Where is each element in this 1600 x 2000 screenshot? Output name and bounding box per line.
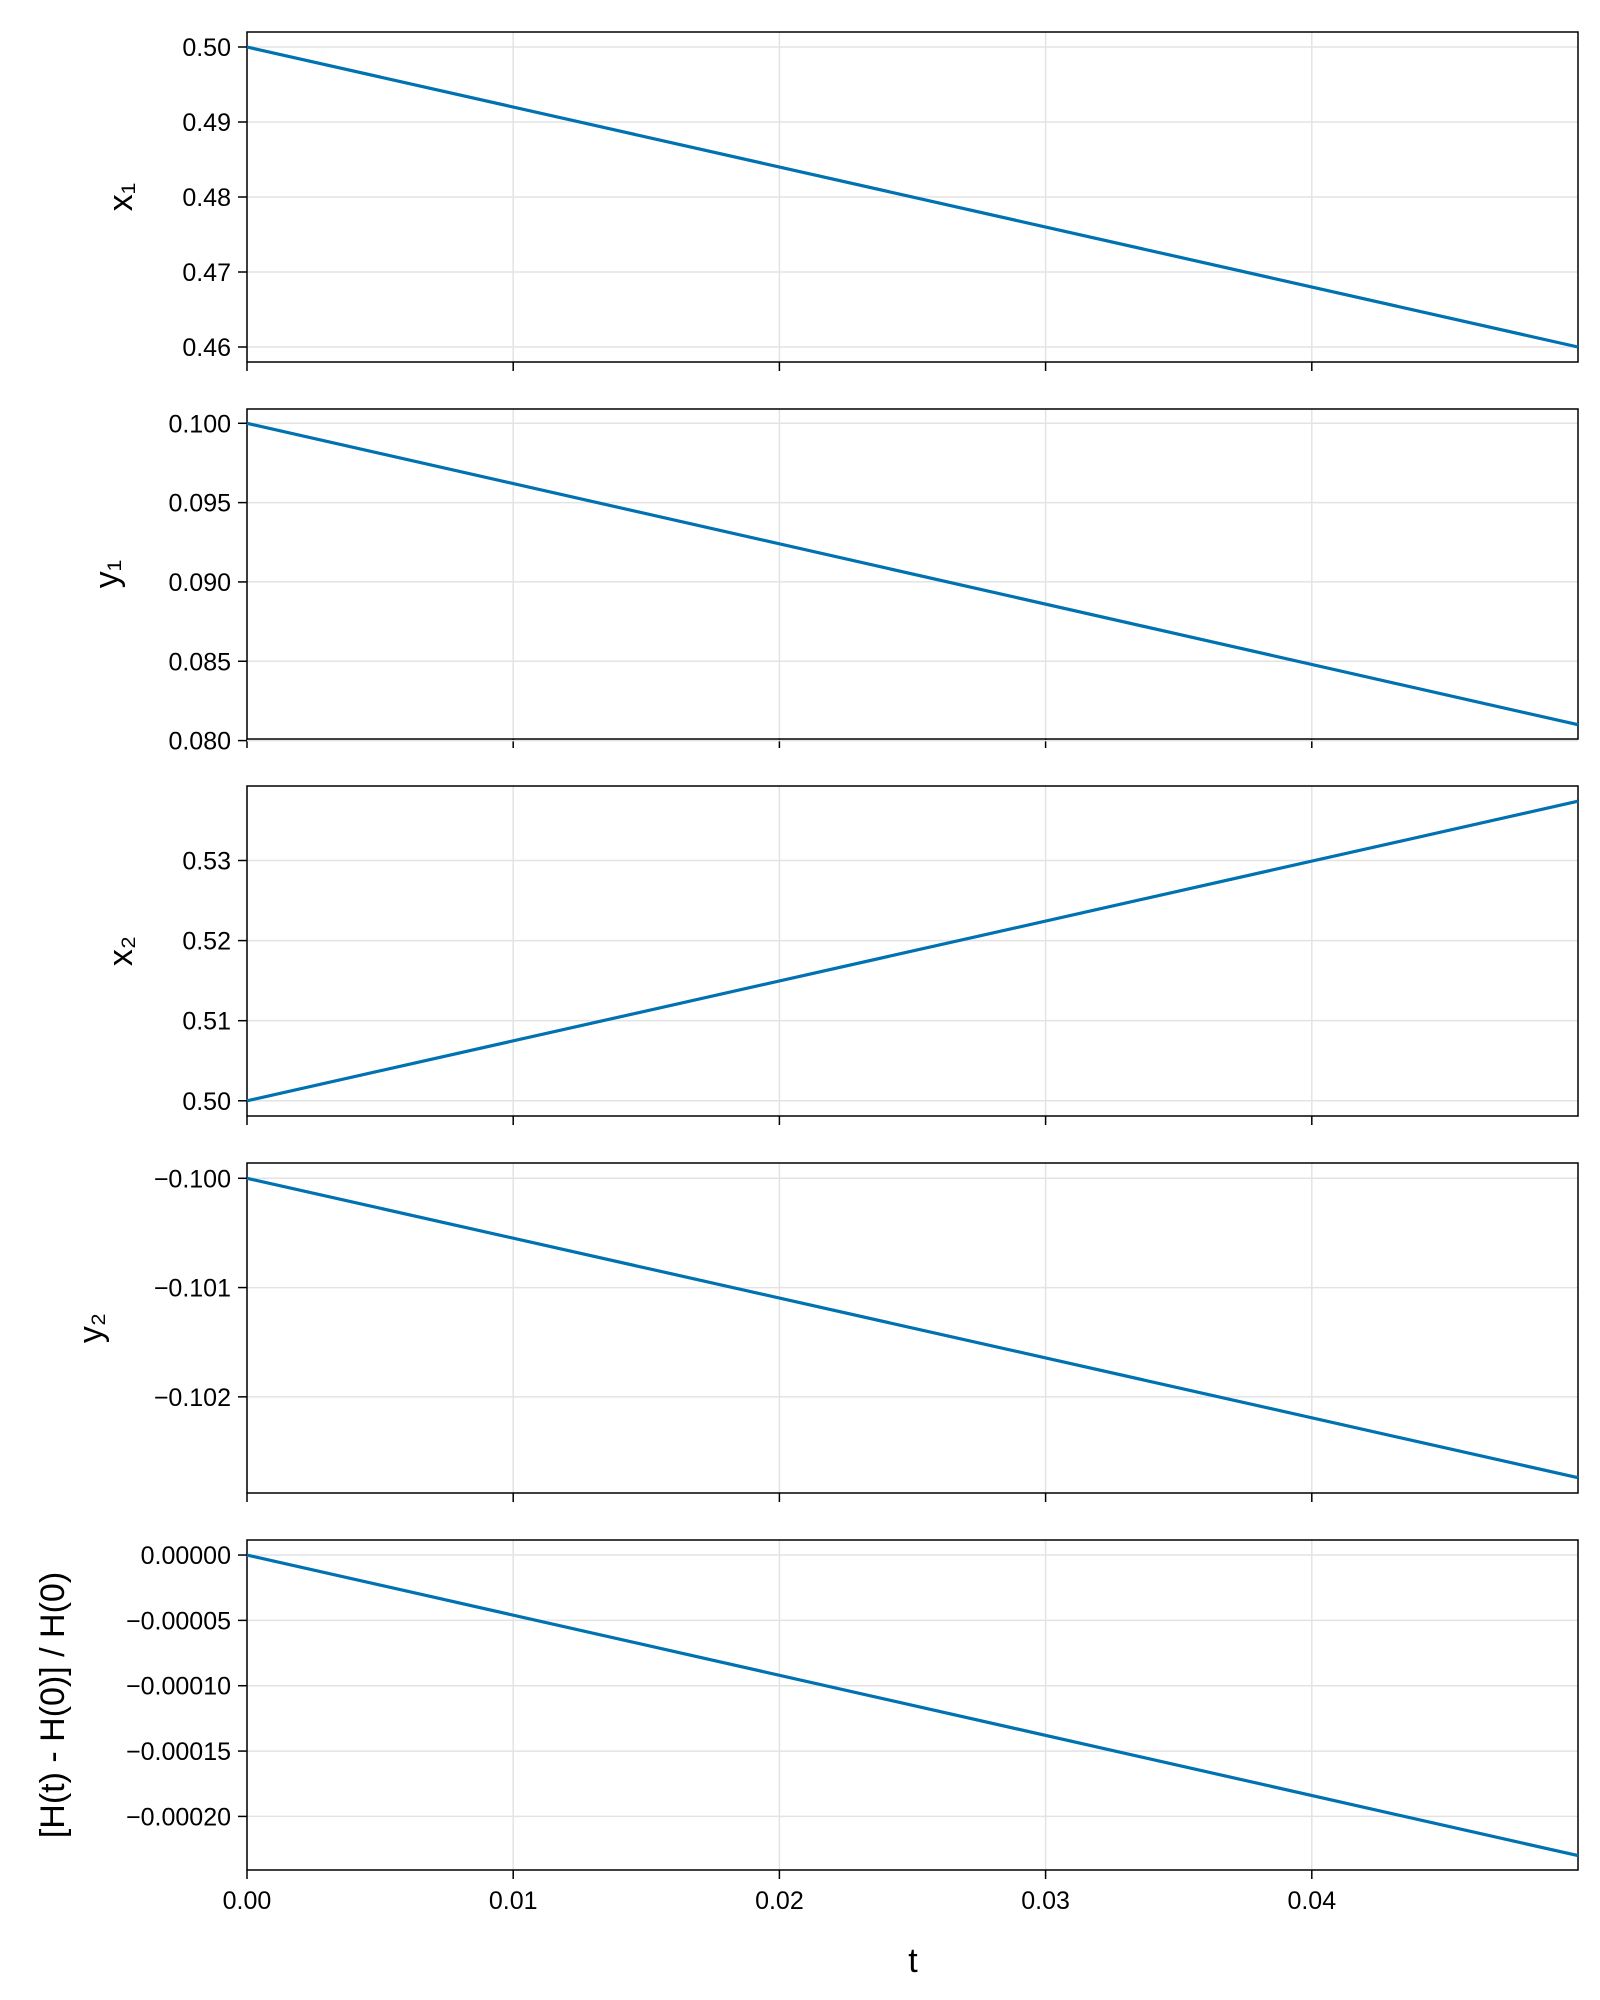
- panel-4: −0.102 −0.101 −0.100 y₂: [72, 1162, 1579, 1502]
- y-axis-label: x₂: [102, 936, 140, 966]
- y-tick-label: −0.00020: [126, 1803, 231, 1831]
- y-tick-label: 0.080: [168, 728, 231, 756]
- y-tick-label: 0.100: [168, 410, 231, 438]
- panel-5: 0.00 0.01 0.02 0.03 0.04 −0.00020 −0.00015 −0.0…: [34, 1539, 1579, 1915]
- x-tick-label: 0.01: [489, 1887, 538, 1915]
- y-tick-label: 0.48: [182, 184, 231, 212]
- series-line: [246, 1176, 1579, 1480]
- y-tick-label: 0.50: [182, 34, 231, 62]
- axes-frame: [246, 785, 1579, 1117]
- y-tick-label: −0.00015: [126, 1738, 231, 1766]
- y-tick-label: 0.090: [168, 569, 231, 597]
- series-line: [246, 421, 1579, 727]
- y-tick-label: −0.102: [154, 1384, 231, 1412]
- x-tick-label: 0.03: [1021, 1887, 1070, 1915]
- y-axis-label: [H(t) - H(0)] / H(0): [34, 1572, 72, 1838]
- y-tick-label: 0.52: [182, 928, 231, 956]
- panels: 0.460.470.480.490.50x₁0.0800.0850.0900.0…: [34, 31, 1579, 1915]
- y-axis-label: y₂: [72, 1313, 110, 1343]
- y-tick-label: 0.085: [168, 648, 231, 676]
- series-line: [246, 1553, 1579, 1858]
- panel-3: 0.50 0.51 0.52 0.53 x₂: [102, 785, 1579, 1125]
- y-tick-label: 0.50: [182, 1088, 231, 1116]
- y-tick-label: 0.00000: [141, 1542, 231, 1570]
- y-tick-label: −0.101: [154, 1275, 231, 1303]
- x-tick-label: 0.04: [1287, 1887, 1336, 1915]
- y-tick-label: 0.53: [182, 847, 231, 875]
- axes-frame: [246, 1539, 1579, 1871]
- series-line: [246, 799, 1579, 1103]
- y-axis-label: y₁: [88, 560, 126, 588]
- axes-frame: [246, 408, 1579, 740]
- y-tick-label: 0.47: [182, 259, 231, 287]
- series-line: [246, 45, 1579, 349]
- axes-frame: [246, 1162, 1579, 1494]
- panel-2: 0.080 0.085 0.090 0.095 0.100 y₁: [88, 408, 1579, 756]
- x-tick-label: 0.00: [223, 1887, 272, 1915]
- axes-frame: [246, 31, 1579, 363]
- x-axis-label: t: [908, 1942, 918, 1980]
- y-tick-label: 0.49: [182, 109, 231, 137]
- y-tick-label: −0.00010: [126, 1673, 231, 1701]
- y-tick-label: 0.51: [182, 1008, 231, 1036]
- y-tick-label: 0.095: [168, 490, 231, 518]
- y-axis-label: x₁: [102, 183, 140, 211]
- panel-1: 0.46 0.47 0.48 0.49 0.50 x₁: [102, 31, 1579, 371]
- x-tick-label: 0.02: [755, 1887, 804, 1915]
- y-tick-label: −0.100: [154, 1165, 231, 1193]
- y-tick-label: −0.00005: [126, 1607, 231, 1635]
- y-tick-label: 0.46: [182, 334, 231, 362]
